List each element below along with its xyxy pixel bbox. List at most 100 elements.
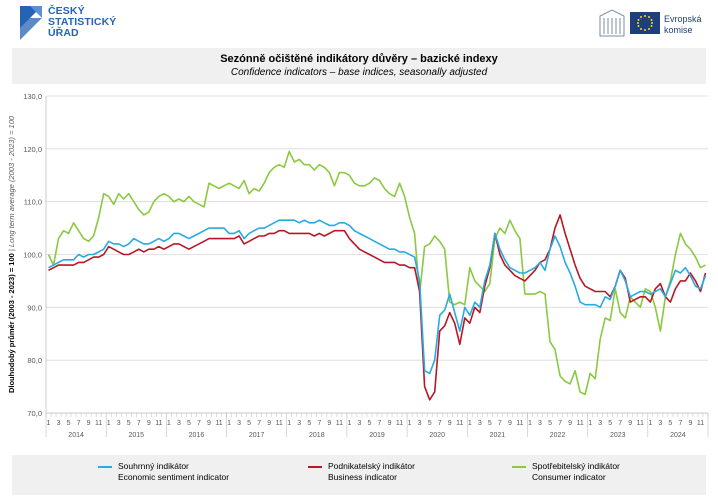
- legend-label-business-cz: Podnikatelský indikátor: [328, 461, 415, 471]
- y-tick-label: 70,0: [27, 409, 42, 418]
- x-month-label: 7: [378, 420, 382, 427]
- x-month-label: 7: [197, 420, 201, 427]
- x-month-label: 11: [456, 420, 463, 427]
- y-axis-label-cz: Dlouhodobý průměr (2003 - 2023) = 100: [7, 253, 16, 393]
- x-month-label: 5: [67, 420, 71, 427]
- x-month-label: 1: [468, 420, 472, 427]
- x-month-label: 9: [448, 420, 452, 427]
- x-month-label: 11: [516, 420, 523, 427]
- x-month-label: 1: [528, 420, 532, 427]
- x-month-label: 5: [668, 420, 672, 427]
- csu-logo-text: ČESKÝ STATISTICKÝ ÚŘAD: [48, 6, 116, 39]
- x-month-label: 9: [87, 420, 91, 427]
- x-month-label: 9: [688, 420, 692, 427]
- x-month-label: 9: [628, 420, 632, 427]
- legend: Souhrnný indikátor Economic sentiment in…: [12, 455, 706, 495]
- x-month-label: 11: [215, 420, 222, 427]
- x-month-label: 7: [498, 420, 502, 427]
- x-month-label: 3: [357, 420, 361, 427]
- chart-title-box: Sezónně očištěné indikátory důvěry – baz…: [12, 48, 706, 84]
- ec-logo[interactable]: Evropská komise: [598, 8, 708, 38]
- x-month-label: 1: [287, 420, 291, 427]
- x-year-label: 2015: [128, 432, 144, 439]
- x-month-label: 1: [47, 420, 51, 427]
- x-month-label: 11: [155, 420, 162, 427]
- x-month-label: 5: [127, 420, 131, 427]
- x-month-label: 3: [297, 420, 301, 427]
- x-month-label: 7: [438, 420, 442, 427]
- legend-swatch-business: [308, 466, 322, 468]
- x-month-label: 1: [167, 420, 171, 427]
- x-month-label: 5: [368, 420, 372, 427]
- x-month-label: 3: [658, 420, 662, 427]
- x-month-label: 11: [697, 420, 704, 427]
- csu-line-3: ÚŘAD: [48, 27, 79, 39]
- x-month-label: 9: [327, 420, 331, 427]
- y-tick-label: 120,0: [23, 145, 42, 154]
- ec-building-icon: [599, 9, 625, 37]
- legend-swatch-economic: [98, 466, 112, 468]
- eu-flag-icon: [630, 12, 660, 34]
- y-axis-label: Dlouhodobý průměr (2003 - 2023) = 100 | …: [7, 115, 16, 393]
- x-month-label: 11: [95, 420, 102, 427]
- series-line-business: [48, 214, 707, 401]
- x-month-label: 1: [347, 420, 351, 427]
- x-year-label: 2023: [610, 432, 626, 439]
- x-month-label: 11: [396, 420, 403, 427]
- x-month-label: 9: [267, 420, 271, 427]
- x-year-label: 2017: [249, 432, 265, 439]
- x-month-label: 11: [576, 420, 583, 427]
- x-year-label: 2021: [490, 432, 506, 439]
- y-tick-label: 80,0: [27, 356, 42, 365]
- ec-line-2: komise: [664, 25, 693, 35]
- x-month-label: 1: [227, 420, 231, 427]
- x-month-label: 3: [57, 420, 61, 427]
- x-year-label: 2019: [369, 432, 385, 439]
- x-month-label: 9: [207, 420, 211, 427]
- x-month-label: 5: [488, 420, 492, 427]
- x-month-label: 3: [478, 420, 482, 427]
- ec-logo-text: Evropská komise: [664, 14, 702, 36]
- series-line-consumer: [47, 150, 706, 396]
- y-axis-label-en: | Long term average (2003 - 2023) = 100: [7, 115, 16, 253]
- x-month-label: 3: [418, 420, 422, 427]
- header: ČESKÝ STATISTICKÝ ÚŘAD Evropská komise: [0, 0, 718, 44]
- x-month-label: 11: [276, 420, 283, 427]
- csu-logo[interactable]: ČESKÝ STATISTICKÝ ÚŘAD: [20, 6, 150, 40]
- x-year-label: 2020: [429, 432, 445, 439]
- x-month-label: 1: [408, 420, 412, 427]
- legend-swatch-consumer: [512, 466, 526, 468]
- x-month-label: 5: [608, 420, 612, 427]
- x-month-label: 1: [648, 420, 652, 427]
- csu-line-1: ČESKÝ: [48, 5, 85, 17]
- x-month-label: 9: [147, 420, 151, 427]
- legend-label-consumer-cz: Spotřebitelský indikátor: [532, 461, 620, 471]
- legend-label-consumer-en: Consumer indicator: [532, 472, 606, 482]
- x-year-label: 2024: [670, 432, 686, 439]
- chart-subtitle: Confidence indicators – base indices, se…: [230, 67, 488, 78]
- x-month-label: 5: [187, 420, 191, 427]
- y-tick-label: 110,0: [24, 198, 42, 207]
- x-month-label: 7: [678, 420, 682, 427]
- x-month-label: 11: [336, 420, 343, 427]
- legend-label-economic-en: Economic sentiment indicator: [118, 472, 230, 482]
- ec-line-1: Evropská: [664, 14, 702, 24]
- x-month-label: 7: [558, 420, 562, 427]
- x-month-label: 7: [317, 420, 321, 427]
- csu-line-2: STATISTICKÝ: [48, 16, 117, 28]
- x-month-label: 1: [588, 420, 592, 427]
- x-month-label: 5: [428, 420, 432, 427]
- x-month-label: 9: [568, 420, 572, 427]
- x-year-label: 2018: [309, 432, 325, 439]
- x-year-label: 2014: [68, 432, 84, 439]
- x-month-label: 3: [177, 420, 181, 427]
- y-tick-label: 100,0: [23, 251, 42, 260]
- x-month-label: 5: [307, 420, 311, 427]
- x-month-label: 1: [107, 420, 111, 427]
- x-month-label: 3: [538, 420, 542, 427]
- legend-label-economic-cz: Souhrnný indikátor: [118, 461, 189, 471]
- x-month-label: 7: [77, 420, 81, 427]
- x-month-label: 5: [247, 420, 251, 427]
- x-year-label: 2016: [189, 432, 205, 439]
